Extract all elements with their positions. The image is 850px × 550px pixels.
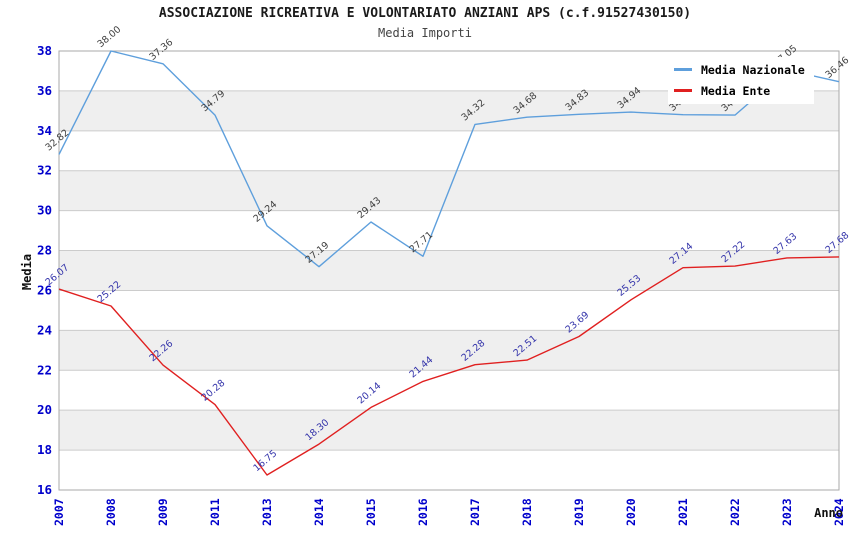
y-tick-label: 36: [37, 83, 52, 98]
x-tick-label: 2023: [780, 498, 794, 526]
x-tick-label: 2021: [676, 498, 690, 526]
legend-item-media-nazionale: Media Nazionale: [674, 59, 814, 80]
legend-label-nazionale: Media Nazionale: [701, 62, 805, 77]
series-line-media-ente: [58, 256, 840, 476]
plot-band: [59, 410, 839, 451]
x-tick-label: 2019: [572, 498, 586, 526]
chart-subtitle: Media Importi: [378, 26, 472, 40]
y-tick-label: 30: [37, 203, 52, 218]
y-tick-label: 24: [37, 322, 52, 337]
x-tick-label: 2011: [208, 498, 222, 526]
y-tick-label: 32: [37, 163, 52, 178]
x-tick-label: 2020: [624, 498, 638, 526]
x-tick-label: 2015: [364, 498, 378, 526]
point-label: 38.00: [95, 24, 123, 50]
x-tick-label: 2007: [52, 498, 66, 526]
x-tick-label: 2008: [104, 498, 118, 526]
x-tick-label: 2014: [312, 498, 326, 526]
x-tick-label: 2017: [468, 498, 482, 526]
point-label: 37.36: [147, 37, 175, 63]
point-label: 20.28: [199, 378, 227, 404]
x-tick-label: 2009: [156, 498, 170, 526]
series-line-media-nazionale: [58, 50, 840, 268]
y-tick-label: 34: [37, 123, 52, 138]
x-tick-label: 2024: [832, 498, 846, 526]
y-tick-label: 28: [37, 243, 52, 258]
x-tick-label: 2018: [520, 498, 534, 526]
plot-band: [59, 330, 839, 371]
legend-item-media-ente: Media Ente: [674, 80, 814, 101]
x-tick-label: 2022: [728, 498, 742, 526]
y-tick-label: 18: [37, 442, 52, 457]
legend-label-ente: Media Ente: [701, 83, 771, 98]
legend-swatch-nazionale-icon: [674, 68, 692, 71]
y-axis-title: Media: [20, 254, 34, 290]
legend-box: Media Nazionale Media Ente: [668, 57, 814, 104]
x-axis-title: Anno: [814, 506, 843, 520]
y-tick-label: 16: [37, 482, 52, 497]
plot-frame: [58, 50, 840, 491]
x-tick-label: 2016: [416, 498, 430, 526]
y-tick-label: 20: [37, 402, 52, 417]
y-tick-label: 22: [37, 362, 52, 377]
y-tick-label: 38: [37, 43, 52, 58]
point-label: 36.46: [823, 55, 850, 81]
x-tick-label: 2013: [260, 498, 274, 526]
plot-band: [59, 250, 839, 291]
legend-swatch-ente-icon: [674, 89, 692, 92]
y-tick-label: 26: [37, 282, 52, 297]
chart-title: ASSOCIAZIONE RICREATIVA E VOLONTARIATO A…: [158, 6, 692, 21]
